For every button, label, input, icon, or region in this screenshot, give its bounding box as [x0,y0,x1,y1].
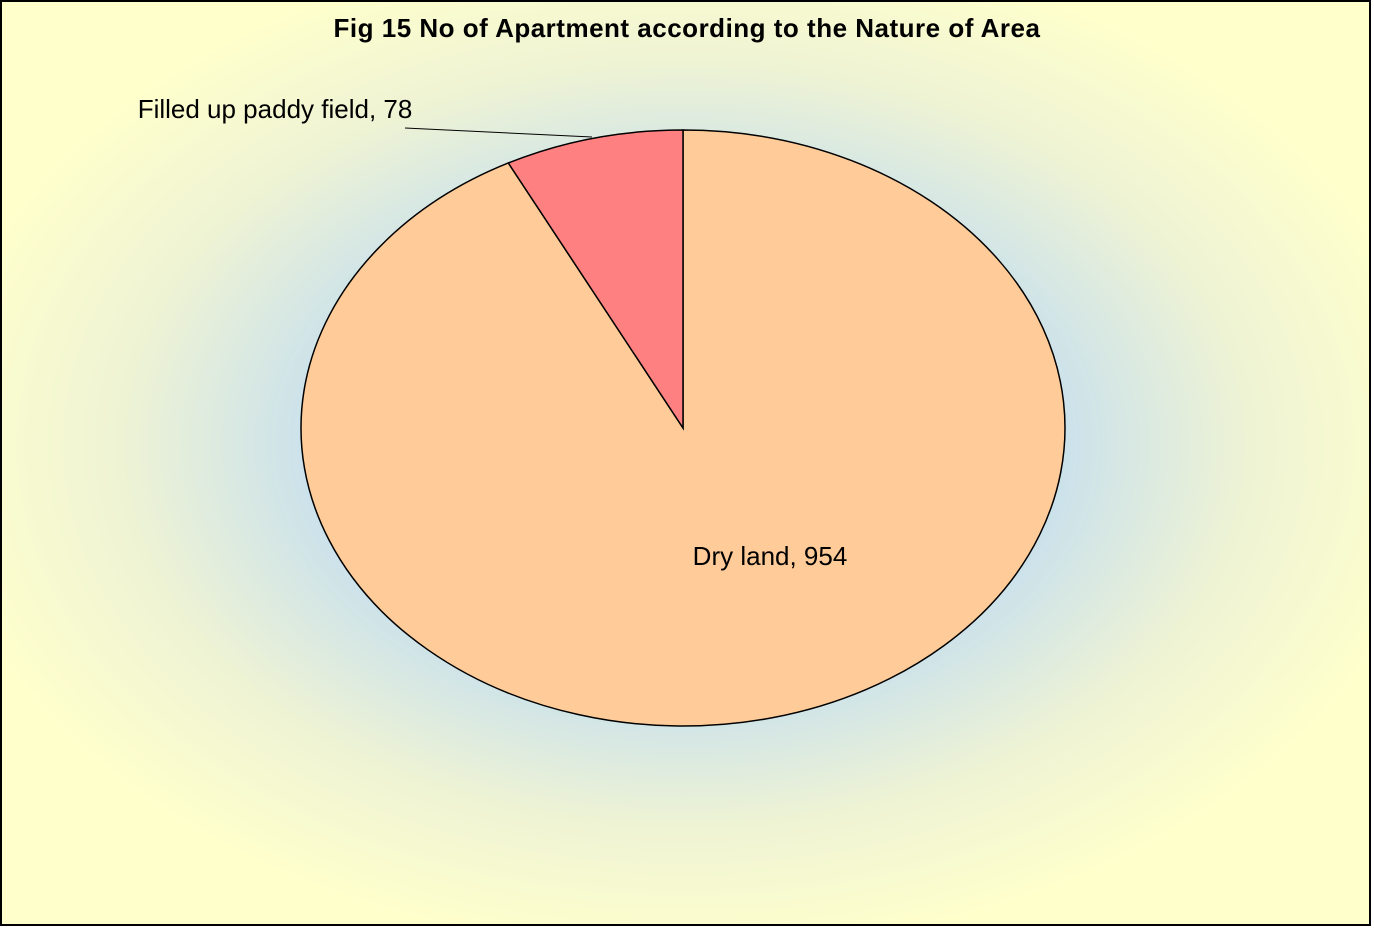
data-label: Filled up paddy field, 78 [137,94,413,124]
data-label: Dry land, 954 [692,541,848,571]
pie-slice [507,129,684,431]
leader-line [404,127,593,138]
chart-title: Fig 15 No of Apartment according to the … [334,13,1041,43]
data-label-box: Filled up paddy field, 78 [137,94,413,124]
data-label-box: Dry land, 954 [692,541,848,571]
